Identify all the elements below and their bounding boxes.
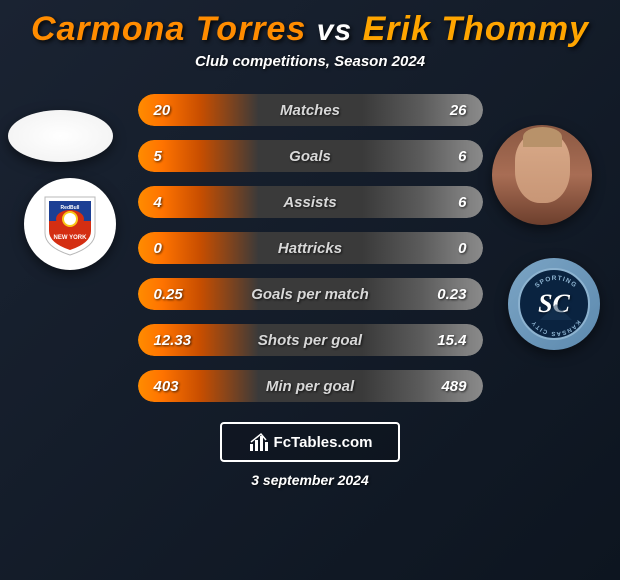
vs-word: vs bbox=[317, 14, 352, 47]
stat-right-value: 6 bbox=[413, 194, 483, 211]
stat-label: Matches bbox=[208, 102, 413, 119]
date-text: 3 september 2024 bbox=[0, 472, 620, 488]
player2-avatar bbox=[492, 125, 592, 225]
svg-text:RedBull: RedBull bbox=[61, 205, 81, 211]
stat-row: 0.25Goals per match0.23 bbox=[138, 278, 483, 310]
stat-left-value: 0.25 bbox=[138, 286, 208, 303]
bar-chart-icon bbox=[248, 431, 270, 453]
stat-left-value: 0 bbox=[138, 240, 208, 257]
player1-avatar bbox=[8, 110, 113, 162]
stat-label: Hattricks bbox=[208, 240, 413, 257]
svg-text:NEW YORK: NEW YORK bbox=[54, 235, 88, 241]
player1-club-badge: RedBull NEW YORK bbox=[24, 178, 116, 270]
footer-brand-box: FcTables.com bbox=[220, 422, 400, 462]
player2-avatar-face bbox=[492, 125, 592, 225]
stats-container: 20Matches265Goals64Assists60Hattricks00.… bbox=[138, 94, 483, 402]
stat-row: 403Min per goal489 bbox=[138, 370, 483, 402]
stat-label: Assists bbox=[208, 194, 413, 211]
stat-label: Shots per goal bbox=[208, 332, 413, 349]
stat-label: Goals per match bbox=[208, 286, 413, 303]
stat-right-value: 15.4 bbox=[413, 332, 483, 349]
stat-right-value: 6 bbox=[413, 148, 483, 165]
stat-label: Min per goal bbox=[208, 378, 413, 395]
subtitle: Club competitions, Season 2024 bbox=[0, 53, 620, 70]
svg-text:SPORTING: SPORTING bbox=[534, 275, 578, 290]
stat-left-value: 5 bbox=[138, 148, 208, 165]
player1-avatar-placeholder bbox=[8, 110, 113, 162]
svg-text:KANSAS CITY: KANSAS CITY bbox=[531, 319, 581, 336]
stat-left-value: 403 bbox=[138, 378, 208, 395]
nyrb-shield-icon: RedBull NEW YORK bbox=[41, 191, 99, 257]
player2-name: Erik Thommy bbox=[363, 10, 589, 48]
footer-brand-text: FcTables.com bbox=[274, 434, 373, 451]
stat-row: 0Hattricks0 bbox=[138, 232, 483, 264]
stat-right-value: 0.23 bbox=[413, 286, 483, 303]
stat-left-value: 20 bbox=[138, 102, 208, 119]
player1-name: Carmona Torres bbox=[31, 10, 306, 48]
stat-row: 20Matches26 bbox=[138, 94, 483, 126]
stat-row: 5Goals6 bbox=[138, 140, 483, 172]
comparison-title: Carmona Torres vs Erik Thommy bbox=[0, 0, 620, 53]
player2-club-badge: SPORTING KANSAS CITY SC bbox=[508, 258, 600, 350]
stat-left-value: 12.33 bbox=[138, 332, 208, 349]
stat-right-value: 26 bbox=[413, 102, 483, 119]
stat-label: Goals bbox=[208, 148, 413, 165]
skc-badge-icon: SPORTING KANSAS CITY SC bbox=[518, 268, 590, 340]
stat-row: 4Assists6 bbox=[138, 186, 483, 218]
stat-row: 12.33Shots per goal15.4 bbox=[138, 324, 483, 356]
stat-left-value: 4 bbox=[138, 194, 208, 211]
stat-right-value: 0 bbox=[413, 240, 483, 257]
stat-right-value: 489 bbox=[413, 378, 483, 395]
